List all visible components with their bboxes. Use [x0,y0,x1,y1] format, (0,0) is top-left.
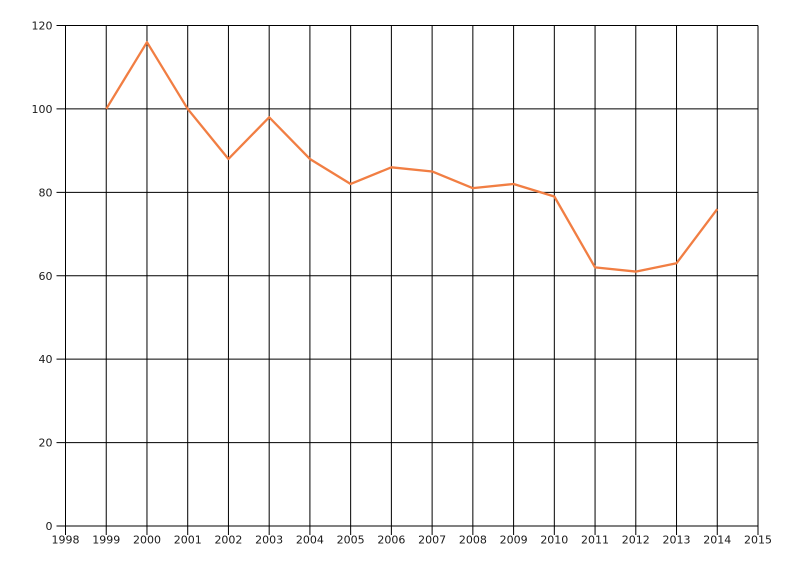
x-axis-tick-label: 2007 [418,534,446,547]
x-axis-tick-label: 2002 [214,534,242,547]
x-axis-tick-label: 2008 [459,534,487,547]
y-axis-tick-label: 20 [39,437,53,450]
x-axis-tick-label: 1999 [92,534,120,547]
x-axis-tick-label: 2006 [377,534,405,547]
x-axis-tick-label: 2013 [663,534,691,547]
y-axis-tick-label: 120 [32,20,53,33]
x-axis-tick-label: 2004 [296,534,324,547]
x-axis-tick-label: 2011 [581,534,609,547]
x-axis-tick-label: 2014 [703,534,731,547]
x-axis-tick-label: 2012 [622,534,650,547]
x-axis-tick-label: 2001 [174,534,202,547]
y-axis-tick-label: 60 [39,270,53,283]
x-axis-tick-label: 2009 [500,534,528,547]
x-axis-tick-label: 2003 [255,534,283,547]
x-axis-tick-label: 2000 [133,534,161,547]
data-series-line [105,41,719,273]
x-axis-tick-label: 2005 [337,534,365,547]
y-axis-tick-label: 100 [32,103,53,116]
y-axis-tick-label: 0 [46,520,53,533]
y-axis-tick-label: 40 [39,353,53,366]
x-axis-tick-label: 1998 [52,534,80,547]
x-axis-tick-label: 2015 [744,534,772,547]
y-axis-tick-label: 80 [39,186,53,199]
x-axis-tick-label: 2010 [540,534,568,547]
